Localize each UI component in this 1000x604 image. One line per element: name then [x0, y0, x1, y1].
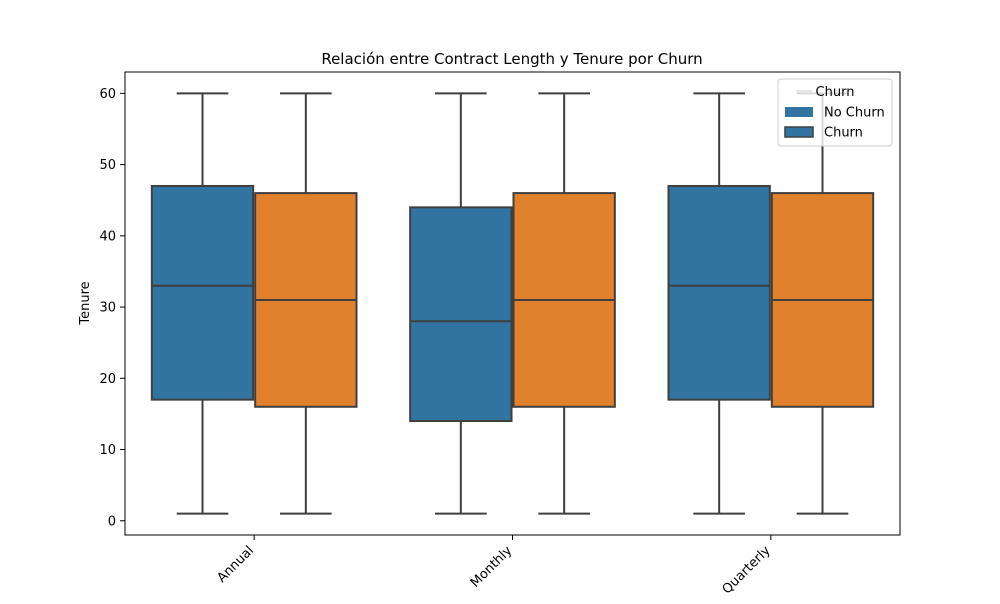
x-tick-label: Annual	[214, 543, 257, 586]
box-annual-series-1	[254, 92, 358, 515]
box-monthly-series-0	[409, 92, 513, 515]
box-monthly-series-1	[512, 92, 616, 515]
chart-title: Relación entre Contract Length y Tenure …	[321, 50, 702, 68]
box-annual-series-0	[150, 92, 255, 515]
y-tick-label: 40	[99, 229, 116, 244]
legend-entry-label: No Churn	[824, 106, 885, 121]
legend-title: Churn	[816, 85, 855, 100]
legend-swatch	[785, 107, 813, 117]
legend-swatch	[784, 126, 814, 138]
y-tick-label: 30	[99, 301, 116, 316]
y-axis-title: Tenure	[78, 281, 93, 325]
x-tick-label: Monthly	[468, 543, 516, 591]
y-tick-label: 10	[99, 443, 116, 458]
box-quarterly-series-1	[770, 92, 875, 515]
legend: Churn No Churn Churn	[777, 78, 893, 147]
legend-entry-label: Churn	[824, 126, 863, 141]
box-iqr	[409, 206, 513, 423]
x-tick-label: Quarterly	[720, 543, 774, 597]
y-tick-label: 50	[99, 158, 116, 173]
box-iqr	[150, 184, 255, 401]
plot-area	[150, 92, 875, 515]
y-tick-label: 0	[108, 514, 116, 529]
box-quarterly-series-0	[667, 92, 771, 515]
y-tick-label: 60	[99, 87, 116, 102]
y-tick-label: 20	[99, 372, 116, 387]
box-iqr	[667, 184, 771, 401]
